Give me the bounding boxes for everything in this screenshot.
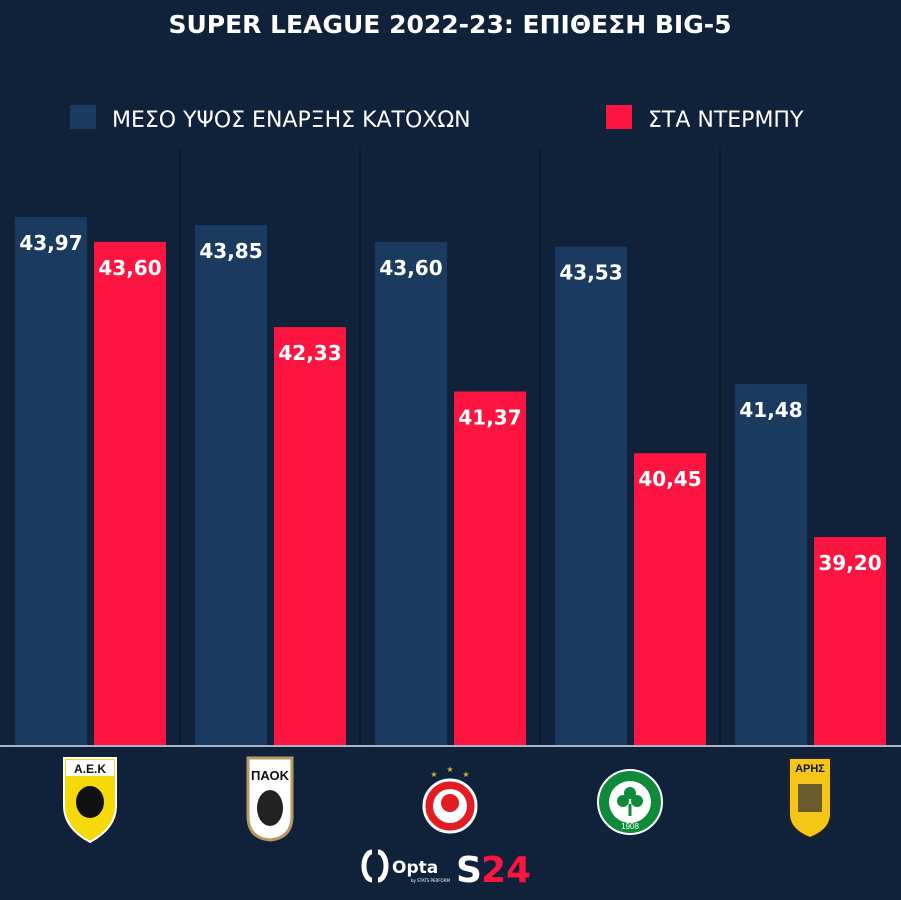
- bar-derbies-2: [274, 327, 346, 745]
- opta-subtext: by STATS PERFORM: [411, 878, 450, 883]
- svg-text:★: ★: [462, 770, 469, 779]
- legend-label-series-1: ΜΕΣΟ ΥΨΟΣ ΕΝΑΡΞΗΣ ΚΑΤΟΧΩΝ: [112, 108, 471, 133]
- chart-title: SUPER LEAGUE 2022-23: ΕΠΙΘΕΣΗ BIG-5: [168, 10, 731, 39]
- bar-derbies-5: [814, 537, 886, 745]
- bar-avg-height-2: [195, 225, 267, 745]
- opta-logo: Opta by STATS PERFORM: [361, 849, 450, 883]
- s24-logo-s: S: [456, 850, 482, 891]
- bar-derbies-4: [634, 453, 706, 745]
- data-label: 43,85: [199, 239, 262, 263]
- s24-logo-number: 24: [481, 850, 531, 891]
- panathinaikos-crest-icon: 1908: [597, 769, 663, 835]
- logo-text: 1908: [621, 822, 639, 831]
- aek-crest-icon: Α.Ε.Κ: [63, 757, 117, 844]
- legend-label-series-2: ΣΤΑ ΝΤΕΡΜΠΥ: [648, 108, 804, 133]
- data-label: 43,53: [559, 261, 622, 285]
- bars-layer: 43,97 43,60 43,85 42,33 43,60 41,37 43,53 40,45…: [0, 148, 901, 747]
- data-label: 41,48: [739, 398, 802, 422]
- team-logos: Α.Ε.Κ ΠΑΟΚ ★ ★ ★ 1908 ΑΡΗΣ: [63, 756, 832, 844]
- data-label: 42,33: [278, 341, 341, 365]
- olympiacos-crest-icon: ★ ★ ★: [422, 765, 478, 834]
- aris-crest-icon: ΑΡΗΣ: [788, 757, 832, 840]
- data-label: 40,45: [638, 467, 701, 491]
- bar-avg-height-1: [15, 217, 87, 746]
- logo-text: ΠΑΟΚ: [251, 768, 290, 783]
- bar-avg-height-4: [555, 246, 627, 745]
- bar-derbies-3: [454, 391, 526, 745]
- legend-swatch-series-2: [606, 105, 632, 129]
- bar-derbies-1: [94, 241, 166, 746]
- data-label: 39,20: [818, 551, 881, 575]
- opta-text: Opta: [392, 858, 438, 878]
- data-label: 43,60: [379, 256, 442, 280]
- legend: ΜΕΣΟ ΥΨΟΣ ΕΝΑΡΞΗΣ ΚΑΤΟΧΩΝ ΣΤΑ ΝΤΕΡΜΠΥ: [70, 105, 804, 133]
- logo-text: Α.Ε.Κ: [74, 762, 106, 776]
- paok-crest-icon: ΠΑΟΚ: [246, 756, 294, 842]
- legend-swatch-series-1: [70, 105, 96, 129]
- footer-branding: Opta by STATS PERFORM S 24: [361, 849, 531, 891]
- logo-text: ΑΡΗΣ: [795, 763, 825, 775]
- bar-avg-height-5: [735, 384, 807, 745]
- data-label: 41,37: [458, 405, 521, 429]
- svg-text:★: ★: [430, 770, 437, 779]
- data-label: 43,97: [19, 231, 82, 255]
- data-label: 43,60: [98, 256, 161, 280]
- bar-avg-height-3: [375, 241, 447, 746]
- svg-text:★: ★: [446, 765, 453, 774]
